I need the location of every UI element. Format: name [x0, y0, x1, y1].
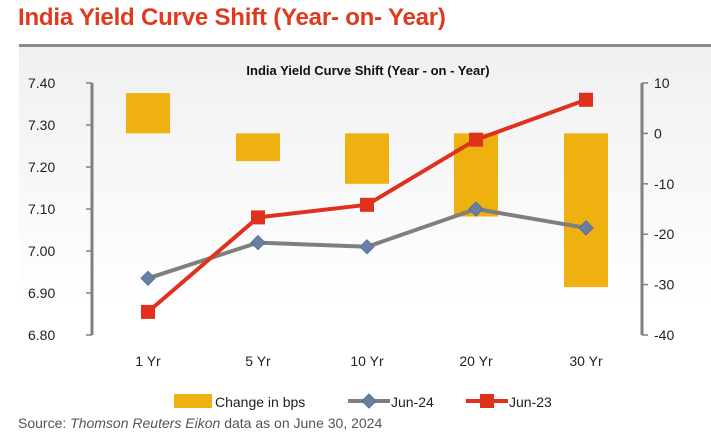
- marker-jun-23-30yr: [579, 92, 593, 107]
- right-axis-tick-label: -20: [654, 226, 674, 242]
- legend-label-change-in-bps: Change in bps: [215, 394, 305, 410]
- right-axis-tick-label: -40: [654, 327, 674, 343]
- source-suffix: data as on June 30, 2024: [220, 415, 383, 431]
- legend-marker-jun-23: [480, 394, 494, 408]
- marker-jun-24-10yr: [359, 239, 375, 255]
- bar-change-30yr: [564, 133, 608, 288]
- marker-jun-23-20yr: [469, 132, 483, 147]
- right-axis-tick-label: 0: [654, 125, 662, 141]
- marker-jun-23-1yr: [141, 304, 155, 319]
- page-title: India Yield Curve Shift (Year- on- Year): [18, 4, 446, 31]
- left-axis-tick-label: 7.10: [28, 201, 55, 217]
- legend-marker-jun-24: [361, 393, 377, 409]
- title-divider: [19, 44, 711, 47]
- marker-jun-24-5yr: [250, 234, 266, 251]
- legend-label-jun-23: Jun-23: [509, 394, 552, 410]
- left-axis-tick-label: 6.90: [28, 285, 55, 301]
- source-note: Source: Thomson Reuters Eikon data as on…: [18, 415, 382, 431]
- right-axis-tick-label: -30: [654, 277, 674, 293]
- right-axis-tick-label: 10: [654, 75, 670, 91]
- x-axis-label: 1 Yr: [135, 353, 161, 369]
- x-axis-label: 20 Yr: [459, 353, 493, 369]
- bar-change-1yr: [126, 93, 170, 134]
- marker-jun-24-30yr: [578, 220, 594, 236]
- chart-title: India Yield Curve Shift (Year - on - Yea…: [246, 63, 489, 78]
- source-prefix: Source:: [18, 415, 71, 431]
- right-axis-tick-label: -10: [654, 176, 674, 192]
- x-axis-label: 10 Yr: [350, 353, 384, 369]
- left-axis-tick-label: 7.40: [28, 75, 55, 91]
- legend-swatch-change-in-bps: [174, 394, 212, 408]
- left-axis-tick-label: 7.20: [28, 159, 55, 175]
- marker-jun-23-10yr: [360, 197, 374, 212]
- marker-jun-24-1yr: [140, 270, 156, 287]
- left-axis-tick-label: 7.30: [28, 117, 55, 133]
- marker-jun-23-5yr: [251, 210, 265, 225]
- x-axis-label: 5 Yr: [245, 353, 271, 369]
- marker-jun-24-20yr: [468, 201, 484, 217]
- left-axis-tick-label: 7.00: [28, 243, 55, 259]
- x-axis-label: 30 Yr: [569, 353, 603, 369]
- legend-label-jun-24: Jun-24: [391, 394, 434, 410]
- bar-change-10yr: [345, 133, 389, 184]
- left-axis-tick-label: 6.80: [28, 327, 55, 343]
- bar-change-5yr: [236, 133, 280, 162]
- source-name: Thomson Reuters Eikon: [70, 415, 221, 431]
